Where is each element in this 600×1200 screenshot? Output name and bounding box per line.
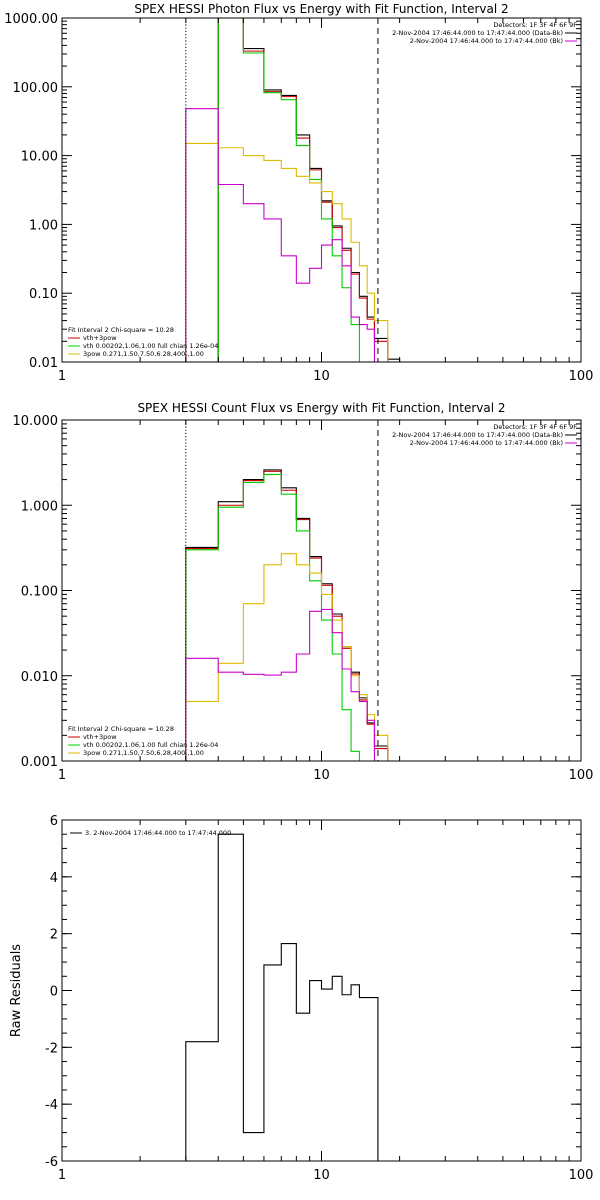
y-axis-label: Raw Residuals [9,944,24,1037]
y-tick-label: -6 [45,1155,58,1170]
series-line-vth [217,18,368,362]
legend-entry: Fit Interval 2 Chi-square = 10.28 [68,725,174,733]
y-tick-label: 10.00 [21,150,58,165]
series-line-bk [185,608,388,761]
chart-title: SPEX HESSI Count Flux vs Energy with Fit… [137,401,505,415]
y-tick-label: 1.00 [29,218,58,233]
x-tick-label: 100 [569,369,594,384]
legend-entry: Fit Interval 2 Chi-square = 10.28 [68,326,174,334]
x-tick-label: 10 [313,1168,330,1183]
y-tick-label: 0 [50,985,58,1000]
legend-entry: Detectors: 1F 3F 4F 6F 9F [493,21,577,29]
y-tick-label: 1.000 [21,499,58,514]
legend-entry: 2-Nov-2004 17:46:44.000 to 17:47:44.000 … [392,431,563,439]
series-line-3pow [185,142,400,362]
x-tick-label: 10 [313,369,330,384]
y-tick-label: 1000.00 [4,12,58,27]
y-tick-label: 0.10 [29,287,58,302]
y-tick-label: 2 [50,928,58,943]
legend-entry: Detectors: 1F 3F 4F 6F 9F [493,423,577,431]
y-tick-label: -4 [45,1098,58,1113]
y-tick-label: -2 [45,1041,58,1056]
series-line-vth-3pow [217,18,400,362]
y-tick-label: 6 [50,814,58,829]
legend-entry: 3. 2-Nov-2004 17:46:44.000 to 17:47:44.0… [85,829,231,837]
x-tick-label: 10 [313,768,330,783]
y-tick-label: 0.100 [21,585,58,600]
x-tick-label: 100 [569,768,594,783]
chart-title: SPEX HESSI Photon Flux vs Energy with Fi… [134,2,508,16]
y-tick-label: 0.010 [21,670,58,685]
series-group [185,469,400,761]
legend-entry: 2-Nov-2004 17:46:44.000 to 17:47:44.000 … [410,37,563,45]
legend-entry: vth 0.00202,1.06,1.00 full chian 1.26e-0… [83,741,218,749]
series-line-residuals [185,833,379,1161]
x-tick-label: 1 [58,768,66,783]
y-tick-label: 100.00 [13,81,59,96]
series-line-data-bk [217,18,401,362]
legend-entry: 3pow 0.271,1.50,7.50,6.28,400.,1.00 [83,350,204,358]
x-tick-label: 1 [58,1168,66,1183]
legend-entry: vth 0.00202,1.06,1.00 full chian 1.26e-0… [83,342,218,350]
series-line-vth [185,473,368,761]
series-group [185,18,401,362]
series-group [185,833,379,1161]
legend-entry: 2-Nov-2004 17:46:44.000 to 17:47:44.000 … [392,29,563,37]
x-tick-label: 100 [569,1168,594,1183]
legend-entry: vth+3pow [83,733,117,741]
legend-entry: vth+3pow [83,334,117,342]
plot-frame [61,819,582,1162]
y-tick-label: 10.000 [13,414,59,429]
x-tick-label: 1 [58,369,66,384]
legend-entry: 3pow 0.271,1.50,7.50,6.28,400.,1.00 [83,749,204,757]
series-line-bk [185,108,388,362]
legend-entry: 2-Nov-2004 17:46:44.000 to 17:47:44.000 … [410,439,563,447]
y-tick-label: 0.001 [21,755,58,770]
chart-panel-3: Raw Residuals 1 10 100 6 4 2 0 -2 -4 -6 3. 2-Nov-20… [9,814,593,1183]
y-tick-label: 4 [50,871,58,886]
series-line-3pow [185,553,400,761]
chart-panel-1: SPEX HESSI Photon Flux vs Energy with Fi… [4,2,593,384]
chart-panel-2: SPEX HESSI Count Flux vs Energy with Fit… [13,401,594,783]
y-tick-label: 0.01 [29,356,58,371]
